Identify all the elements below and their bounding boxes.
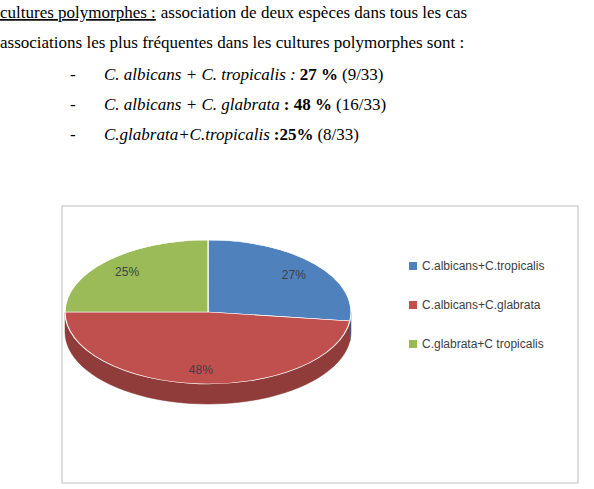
data-label: 27% bbox=[282, 268, 306, 282]
item-count: (16/33) bbox=[336, 95, 386, 114]
lead-line: associations les plus fréquentes dans le… bbox=[0, 33, 464, 52]
pie-tops bbox=[65, 240, 351, 384]
pie-sides bbox=[65, 312, 351, 404]
chart-frame bbox=[62, 206, 578, 483]
legend-swatch bbox=[409, 262, 417, 270]
item-share: :25% bbox=[274, 125, 314, 144]
data-label: 48% bbox=[189, 363, 213, 377]
item-count: (8/33) bbox=[317, 125, 359, 144]
page: cultures polymorphes : association de deu… bbox=[0, 0, 594, 489]
intro-heading: cultures polymorphes : bbox=[0, 3, 156, 22]
legend-label: C.glabrata+C tropicalis bbox=[422, 337, 544, 351]
pie-slice bbox=[208, 240, 351, 321]
bullet: - bbox=[70, 95, 76, 114]
item-species: C.glabrata+C.tropicalis bbox=[104, 125, 270, 144]
bullet: - bbox=[70, 65, 76, 84]
legend-label: C.albicans+C.glabrata bbox=[422, 298, 541, 312]
item-line: C.glabrata+C.tropicalis:25%(8/33) bbox=[104, 125, 359, 144]
item-species: C. albicans + C. tropicalis : bbox=[104, 65, 296, 84]
bullet: - bbox=[70, 125, 76, 144]
legend-swatch bbox=[409, 340, 417, 348]
item-share: 27 % bbox=[300, 65, 338, 84]
item-line: C. albicans + C. glabrata: 48 %(16/33) bbox=[104, 95, 386, 114]
pie bbox=[65, 240, 351, 404]
legend: C.albicans+C.tropicalis C.albicans+C.glab… bbox=[409, 259, 544, 351]
item-count: (9/33) bbox=[342, 65, 384, 84]
legend-swatch bbox=[409, 301, 417, 309]
pie-slice bbox=[65, 312, 350, 384]
pie-slice bbox=[65, 240, 208, 312]
legend-label: C.albicans+C.tropicalis bbox=[422, 259, 544, 273]
item-species: C. albicans + C. glabrata bbox=[104, 95, 280, 114]
intro-body: association de deux espèces dans tous le… bbox=[161, 3, 467, 22]
pie-slice-side bbox=[65, 312, 350, 404]
intro-line: cultures polymorphes : association de deu… bbox=[0, 3, 467, 22]
data-label: 25% bbox=[115, 265, 139, 279]
item-share: : 48 % bbox=[284, 95, 332, 114]
item-line: C. albicans + C. tropicalis :27 %(9/33) bbox=[104, 65, 384, 84]
